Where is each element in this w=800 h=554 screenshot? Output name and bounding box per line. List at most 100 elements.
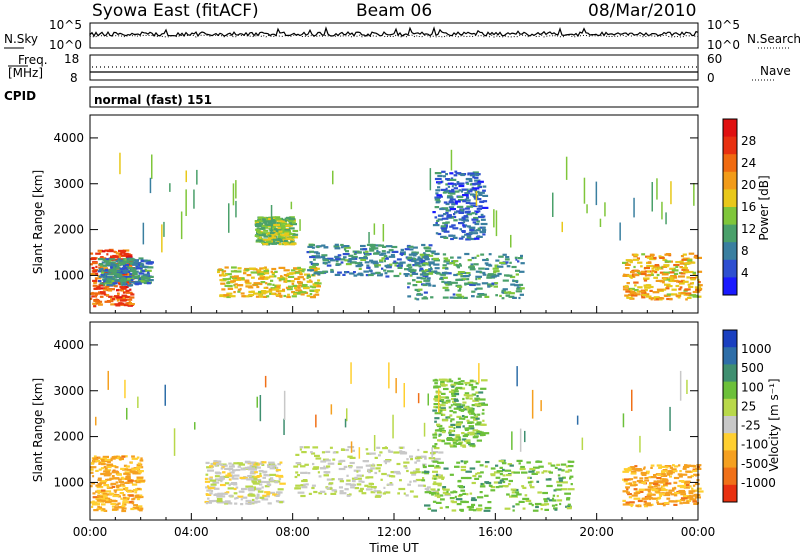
heatmap-cell	[696, 464, 702, 467]
heatmap-cell	[475, 235, 483, 238]
heatmap-cell	[253, 477, 258, 480]
heatmap-cell	[127, 277, 134, 280]
heatmap-cell	[337, 462, 342, 465]
heatmap-cell	[640, 471, 647, 475]
heatmap-cell	[629, 501, 635, 504]
freq-left-tick-top: 18	[64, 52, 79, 66]
heatmap-cell	[286, 272, 294, 275]
heatmap-cell	[125, 465, 130, 468]
heatmap-cell	[469, 444, 476, 447]
heatmap-cell	[141, 259, 148, 262]
heatmap-cell	[455, 200, 461, 203]
heatmap-cell	[534, 502, 542, 506]
heatmap-cell	[452, 293, 456, 296]
heatmap-cell	[121, 294, 127, 297]
heatmap-cell	[461, 415, 465, 418]
heatmap-cell	[147, 261, 153, 264]
heatmap-cell	[488, 253, 492, 256]
heatmap-cell	[290, 201, 293, 210]
heatmap-cell	[639, 435, 641, 453]
heatmap-cell	[259, 236, 262, 239]
heatmap-cell	[430, 452, 436, 455]
heatmap-cell	[511, 491, 515, 494]
heatmap-cell	[294, 475, 298, 479]
heatmap-cell	[446, 196, 454, 199]
heatmap-cell	[224, 464, 228, 467]
heatmap-cell	[498, 485, 503, 488]
heatmap-cell	[214, 475, 220, 478]
heatmap-cell	[92, 475, 95, 478]
heatmap-cell	[125, 273, 130, 276]
heatmap-cell	[464, 283, 467, 286]
heatmap-cell	[459, 387, 466, 390]
heatmap-cell	[470, 498, 477, 502]
heatmap-cell	[369, 248, 374, 251]
heatmap-cell	[376, 490, 381, 493]
heatmap-cell	[480, 200, 485, 203]
heatmap-cell	[313, 294, 316, 297]
heatmap-cell	[329, 446, 333, 449]
heatmap-cell	[510, 488, 517, 491]
heatmap-cell	[286, 230, 291, 233]
heatmap-cell	[625, 482, 631, 485]
heatmap-cell	[452, 260, 459, 263]
heatmap-cell	[393, 274, 400, 278]
heatmap-cell	[368, 471, 371, 474]
heatmap-cell	[389, 482, 393, 485]
colorbar-swatch	[723, 467, 737, 486]
heatmap-cell	[673, 267, 676, 270]
heatmap-cell	[476, 395, 479, 398]
heatmap-cell	[209, 479, 217, 482]
heatmap-cell	[334, 246, 338, 249]
heatmap-cell	[476, 430, 482, 433]
heatmap-cell	[122, 268, 129, 271]
heatmap-cell	[127, 479, 134, 482]
heatmap-cell	[436, 219, 440, 222]
heatmap-cell	[476, 439, 482, 442]
heatmap-cell	[144, 279, 150, 282]
heatmap-cell	[418, 265, 422, 268]
heatmap-cell	[644, 505, 648, 508]
heatmap-cell	[499, 261, 506, 264]
heatmap-cell	[559, 502, 562, 506]
heatmap-cell	[650, 298, 653, 301]
heatmap-cell	[92, 268, 96, 271]
heatmap-cell	[540, 400, 542, 412]
heatmap-cell	[415, 468, 420, 471]
heatmap-cell	[114, 251, 118, 254]
heatmap-cell	[464, 272, 471, 275]
heatmap-cell	[113, 285, 118, 288]
heatmap-cell	[622, 288, 629, 291]
heatmap-cell	[686, 259, 693, 262]
heatmap-cell	[651, 503, 654, 506]
heatmap-cell	[622, 490, 629, 493]
heatmap-cell	[101, 267, 104, 270]
heatmap-cell	[231, 482, 238, 485]
heatmap-cell	[457, 377, 461, 380]
heatmap-cell	[388, 255, 396, 258]
heatmap-cell	[647, 486, 654, 489]
colorbar-swatch	[723, 364, 737, 383]
heatmap-cell	[445, 259, 450, 262]
heatmap-cell	[454, 190, 459, 193]
heatmap-cell	[690, 278, 696, 281]
heatmap-cell	[309, 261, 313, 264]
heatmap-cell	[415, 471, 421, 474]
heatmap-cell	[537, 491, 542, 494]
heatmap-cell	[524, 494, 528, 497]
heatmap-cell	[422, 256, 429, 259]
heatmap-cell	[471, 412, 475, 415]
heatmap-cell	[403, 465, 408, 468]
heatmap-cell	[636, 505, 640, 508]
heatmap-cell	[392, 414, 394, 439]
heatmap-cell	[326, 465, 331, 468]
heatmap-cell	[520, 262, 525, 265]
heatmap-cell	[222, 475, 230, 478]
heatmap-cell	[331, 489, 337, 492]
heatmap-cell	[627, 274, 632, 277]
heatmap-cell	[672, 487, 677, 490]
heatmap-cell	[679, 491, 686, 494]
heatmap-cell	[412, 279, 416, 282]
velocity-colorbar-label: Velocity [m s⁻¹]	[767, 378, 781, 471]
heatmap-cell	[125, 282, 130, 285]
